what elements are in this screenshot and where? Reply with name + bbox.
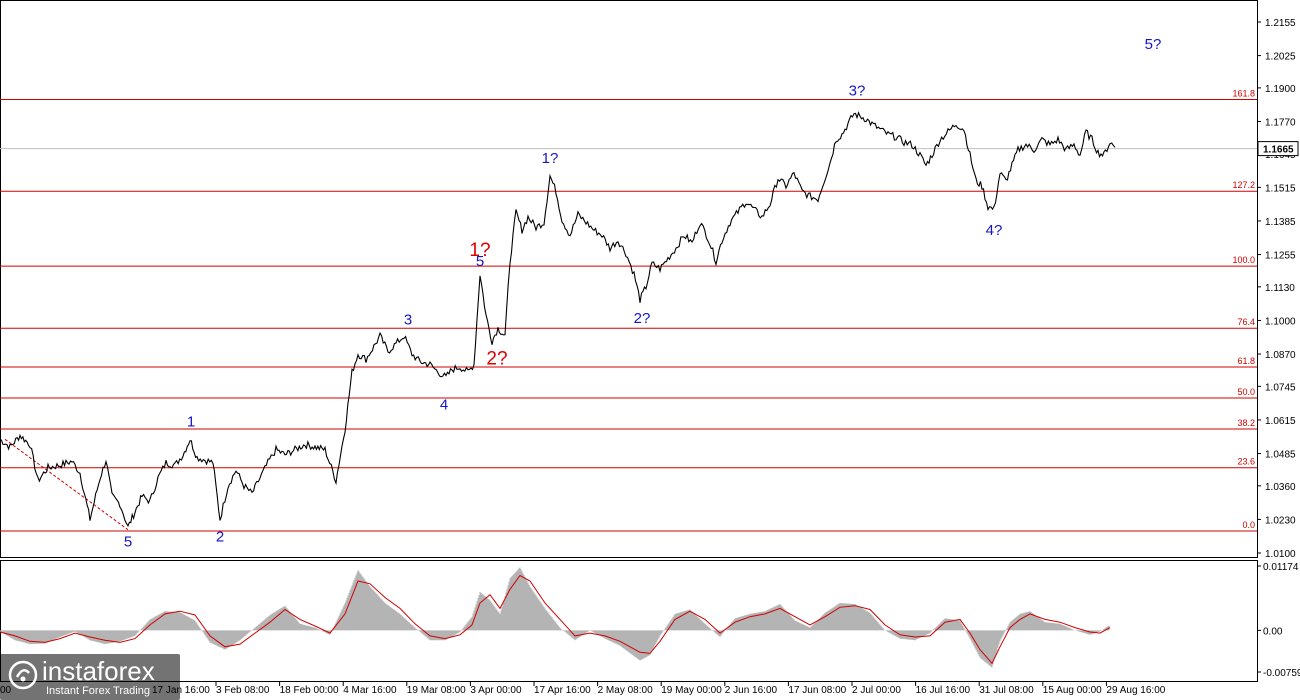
price-line — [0, 111, 1116, 527]
wave-label: 1? — [469, 240, 490, 261]
time-label: 16 Jul 16:00 — [916, 685, 971, 696]
time-label: 2 May 08:00 — [598, 685, 653, 696]
time-label: 31 Jul 08:00 — [979, 685, 1034, 696]
main-panel-frame — [0, 0, 1258, 558]
time-label: 29 Aug 16:00 — [1106, 685, 1165, 696]
wave-label: 2? — [486, 348, 507, 369]
wave-label: 1? — [542, 150, 559, 167]
price-tick-label: 1.1130 — [1265, 283, 1295, 294]
fib-label: 23.6 — [1237, 457, 1255, 467]
fib-label: 38.2 — [1237, 418, 1255, 428]
time-label: 18 Feb 00:00 — [280, 685, 339, 696]
svg-text:1.1665: 1.1665 — [1263, 145, 1294, 156]
price-tick-label: 1.2025 — [1265, 52, 1296, 63]
price-tick-label: 1.1900 — [1265, 84, 1296, 95]
time-label: 17 Apr 16:00 — [534, 685, 591, 696]
fib-label: 161.8 — [1232, 89, 1255, 99]
instaforex-logo-icon — [8, 660, 38, 690]
current-price-tag: 1.1665 — [1257, 141, 1299, 157]
time-label: 15 Aug 00:00 — [1043, 685, 1102, 696]
osc-tick-label: -0.00759 — [1263, 668, 1300, 679]
wave-label: 1 — [187, 413, 195, 430]
time-label: 19 Mar 08:00 — [407, 685, 466, 696]
price-tick-label: 1.0745 — [1265, 382, 1296, 393]
fib-label: 0.0 — [1242, 520, 1255, 530]
oscillator — [0, 567, 1111, 668]
fib-label: 61.8 — [1237, 356, 1255, 366]
fib-label: 50.0 — [1237, 387, 1255, 397]
price-tick-label: 1.0870 — [1265, 350, 1296, 361]
oscillator-panel-frame — [0, 560, 1258, 682]
wave-label: 5? — [1145, 36, 1162, 53]
fib-label: 127.2 — [1232, 180, 1255, 190]
price-tick-label: 1.1770 — [1265, 117, 1296, 128]
price-tick-label: 1.0230 — [1265, 515, 1296, 526]
wave-label: 3? — [849, 83, 866, 100]
price-axis: 1.21551.20251.19001.17701.16451.15151.13… — [1257, 18, 1296, 560]
price-tick-label: 1.1000 — [1265, 316, 1296, 327]
wave-label: 5 — [476, 253, 484, 270]
price-tick-label: 1.0615 — [1265, 416, 1296, 427]
fib-label: 76.4 — [1237, 317, 1255, 327]
price-tick-label: 1.2155 — [1265, 18, 1296, 29]
time-label: 2 Jun 16:00 — [725, 685, 778, 696]
price-tick-label: 1.1255 — [1265, 251, 1296, 262]
time-label: 19 May 00:00 — [661, 685, 722, 696]
price-tick-label: 1.1515 — [1265, 183, 1296, 194]
price-tick-label: 1.0360 — [1265, 482, 1296, 493]
time-label: 4 Mar 16:00 — [343, 685, 397, 696]
time-label: 3 Feb 08:00 — [216, 685, 270, 696]
wave-label: 2? — [634, 310, 651, 327]
osc-tick-label: 0.01174 — [1263, 562, 1299, 573]
trendline-dashed — [4, 438, 129, 531]
price-tick-label: 1.1385 — [1265, 217, 1296, 228]
brand-tagline: Instant Forex Trading — [46, 685, 150, 697]
time-label: 17 Jun 08:00 — [788, 685, 846, 696]
osc-tick-label: 0.00 — [1263, 626, 1283, 637]
price-tick-label: 1.0100 — [1265, 549, 1296, 560]
instaforex-watermark: instaforex Instant Forex Trading — [0, 654, 180, 700]
signal-line — [0, 574, 1111, 665]
brand-name: instaforex — [42, 656, 155, 686]
wave-label: 3 — [404, 311, 412, 328]
time-label: 3 Apr 00:00 — [470, 685, 522, 696]
wave-label: 4? — [986, 222, 1003, 239]
trendline-segment — [4, 438, 129, 531]
wave-label: 4 — [440, 397, 448, 414]
time-label: 17 Jan 16:00 — [152, 685, 210, 696]
wave-label: 2 — [216, 528, 224, 545]
fib-label: 100.0 — [1232, 255, 1255, 265]
price-tick-label: 1.0485 — [1265, 450, 1296, 461]
time-label: 2 Jul 00:00 — [852, 685, 901, 696]
oscillator-axis: 0.01174 0.00 -0.00759 — [1257, 562, 1300, 679]
wave-label: 5 — [124, 534, 132, 551]
fibonacci-levels: 0.0 23.6 38.2 50.0 61.8 76.4 100.0 127.2 161.8 — [0, 89, 1257, 532]
